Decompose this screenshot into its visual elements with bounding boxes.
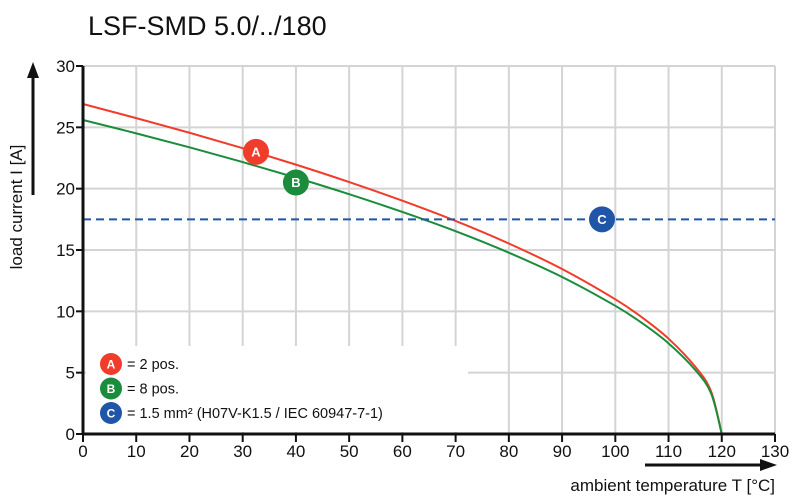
marker-a-circle xyxy=(243,138,269,165)
legend-text-b: = 8 pos. xyxy=(127,382,179,398)
x-tick-label: 100 xyxy=(601,442,629,461)
marker-b: B xyxy=(282,169,309,196)
marker-c-label: C xyxy=(597,212,607,227)
x-tick-label: 70 xyxy=(446,442,465,461)
x-tick-label: 50 xyxy=(340,442,359,461)
legend-background xyxy=(86,346,468,432)
legend-badge-c-label: C xyxy=(107,406,116,420)
legend-badge-c: C xyxy=(100,402,122,424)
x-axis-arrow xyxy=(645,459,777,471)
x-tick-label: 60 xyxy=(393,442,412,461)
y-tick-label: 20 xyxy=(56,180,75,199)
marker-c-circle xyxy=(589,206,615,233)
marker-b-circle xyxy=(282,169,309,196)
x-tick-label: 90 xyxy=(553,442,572,461)
marker-a: A xyxy=(243,138,269,165)
series-group xyxy=(82,103,775,435)
x-tick-label: 40 xyxy=(286,442,305,461)
x-tick-label: 130 xyxy=(761,442,789,461)
legend-badge-b-circle xyxy=(100,377,122,400)
x-tick-label: 30 xyxy=(233,442,252,461)
x-tick-label: 120 xyxy=(708,442,736,461)
x-tick-label: 10 xyxy=(127,442,146,461)
legend: A = 2 pos. B = 8 pos. C = 1.5 mm² (H07V-K1.5 … xyxy=(100,353,383,424)
y-axis-arrow xyxy=(27,62,39,195)
y-axis-label: load current I [A] xyxy=(7,145,26,270)
x-tick-label: 20 xyxy=(180,442,199,461)
marker-a-label: A xyxy=(251,145,261,160)
legend-badge-a-circle xyxy=(100,353,122,375)
y-tick-label: 10 xyxy=(56,302,75,321)
marker-b-label: B xyxy=(291,175,300,190)
legend-text-c: = 1.5 mm² (H07V-K1.5 / IEC 60947-7-1) xyxy=(127,406,383,422)
y-tick-label: 30 xyxy=(56,57,75,76)
legend-badge-a-label: A xyxy=(107,357,116,371)
markers-group: A B C xyxy=(243,138,615,233)
legend-badge-b-label: B xyxy=(107,382,116,396)
legend-badge-b: B xyxy=(100,377,122,400)
legend-badge-c-circle xyxy=(100,402,122,424)
x-tick-label: 80 xyxy=(499,442,518,461)
legend-text-a: = 2 pos. xyxy=(127,357,179,373)
y-tick-label: 5 xyxy=(66,364,75,383)
y-tick-label: 0 xyxy=(66,425,75,444)
series-line-a xyxy=(82,103,723,435)
chart-title: LSF-SMD 5.0/../180 xyxy=(88,11,327,41)
axes: 0 10 20 30 40 50 60 70 80 90 100 110 120 130 0 5 10 15 20 2… xyxy=(56,57,789,461)
y-tick-label: 25 xyxy=(56,118,75,137)
y-tick-label: 15 xyxy=(56,241,75,260)
marker-c: C xyxy=(589,206,615,233)
x-axis-label: ambient temperature T [°C] xyxy=(570,476,775,495)
legend-badge-a: A xyxy=(100,353,122,375)
x-tick-label: 110 xyxy=(655,442,682,461)
x-tick-label: 0 xyxy=(78,442,87,461)
series-line-b xyxy=(82,119,723,435)
